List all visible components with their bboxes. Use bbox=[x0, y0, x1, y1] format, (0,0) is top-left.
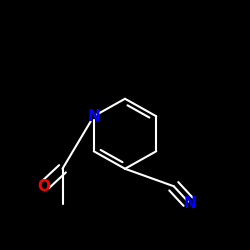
Text: O: O bbox=[37, 179, 50, 194]
Text: N: N bbox=[184, 196, 196, 211]
Text: N: N bbox=[88, 109, 100, 124]
